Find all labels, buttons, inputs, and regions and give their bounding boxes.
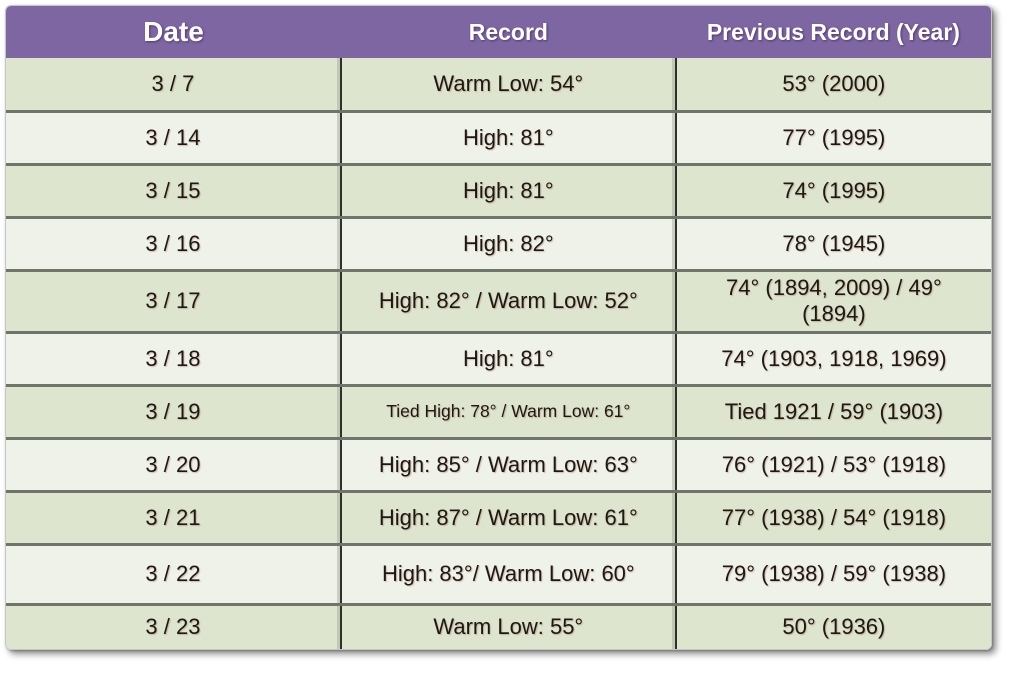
date-cell: 3 / 7 bbox=[6, 58, 341, 111]
table-row: 3 / 19 Tied High: 78° / Warm Low: 61° Ti… bbox=[6, 383, 991, 438]
record-cell: High: 83°/ Warm Low: 60° bbox=[339, 542, 676, 604]
record-cell: High: 81° bbox=[339, 330, 676, 385]
previous-record-cell: 77° (1995) bbox=[674, 109, 991, 164]
table-row: 3 / 14 High: 81° 77° (1995) bbox=[6, 109, 991, 164]
table-row: 3 / 22 High: 83°/ Warm Low: 60° 79° (193… bbox=[6, 542, 991, 604]
date-cell: 3 / 22 bbox=[6, 542, 341, 604]
previous-record-cell: 77° (1938) / 54° (1918) bbox=[674, 489, 991, 544]
previous-record-cell: 50° (1936) bbox=[674, 602, 991, 649]
date-cell: 3 / 14 bbox=[6, 109, 341, 164]
date-cell: 3 / 20 bbox=[6, 436, 341, 491]
table-row: 3 / 21 High: 87° / Warm Low: 61° 77° (19… bbox=[6, 489, 991, 544]
date-cell: 3 / 18 bbox=[6, 330, 341, 385]
table-row: 3 / 20 High: 85° / Warm Low: 63° 76° (19… bbox=[6, 436, 991, 491]
table-header: Date Record Previous Record (Year) bbox=[6, 6, 991, 58]
previous-record-column-header: Previous Record (Year) bbox=[675, 6, 991, 58]
table-row: 3 / 17 High: 82° / Warm Low: 52° 74° (18… bbox=[6, 268, 991, 332]
record-column-header: Record bbox=[340, 6, 676, 58]
previous-record-cell: 74° (1903, 1918, 1969) bbox=[674, 330, 991, 385]
record-cell: High: 87° / Warm Low: 61° bbox=[339, 489, 676, 544]
record-cell: Warm Low: 54° bbox=[339, 58, 676, 111]
table-row: 3 / 16 High: 82° 78° (1945) bbox=[6, 215, 991, 270]
record-cell: High: 81° bbox=[339, 162, 676, 217]
date-cell: 3 / 15 bbox=[6, 162, 341, 217]
previous-record-cell: Tied 1921 / 59° (1903) bbox=[674, 383, 991, 438]
previous-record-cell: 53° (2000) bbox=[674, 58, 991, 111]
weather-records-table: Date Record Previous Record (Year) 3 / 7… bbox=[6, 6, 991, 649]
record-cell: High: 81° bbox=[339, 109, 676, 164]
record-cell: High: 82° bbox=[339, 215, 676, 270]
date-cell: 3 / 19 bbox=[6, 383, 341, 438]
header-row: Date Record Previous Record (Year) bbox=[6, 6, 991, 58]
record-cell: Tied High: 78° / Warm Low: 61° bbox=[339, 383, 676, 438]
weather-records-table-container: Date Record Previous Record (Year) 3 / 7… bbox=[5, 5, 992, 650]
date-cell: 3 / 23 bbox=[6, 602, 341, 649]
record-cell: High: 82° / Warm Low: 52° bbox=[339, 268, 676, 332]
previous-record-cell: 79° (1938) / 59° (1938) bbox=[674, 542, 991, 604]
table-row: 3 / 15 High: 81° 74° (1995) bbox=[6, 162, 991, 217]
previous-record-cell: 74° (1995) bbox=[674, 162, 991, 217]
date-column-header: Date bbox=[6, 6, 341, 58]
previous-record-cell: 78° (1945) bbox=[674, 215, 991, 270]
table-body: 3 / 7 Warm Low: 54° 53° (2000) 3 / 14 Hi… bbox=[6, 58, 991, 649]
record-cell: Warm Low: 55° bbox=[339, 602, 676, 649]
table-row: 3 / 23 Warm Low: 55° 50° (1936) bbox=[6, 602, 991, 649]
table-row: 3 / 18 High: 81° 74° (1903, 1918, 1969) bbox=[6, 330, 991, 385]
previous-record-cell: 74° (1894, 2009) / 49° (1894) bbox=[674, 268, 991, 332]
date-cell: 3 / 17 bbox=[6, 268, 341, 332]
date-cell: 3 / 16 bbox=[6, 215, 341, 270]
previous-record-cell: 76° (1921) / 53° (1918) bbox=[674, 436, 991, 491]
table-row: 3 / 7 Warm Low: 54° 53° (2000) bbox=[6, 58, 991, 111]
date-cell: 3 / 21 bbox=[6, 489, 341, 544]
record-cell: High: 85° / Warm Low: 63° bbox=[339, 436, 676, 491]
